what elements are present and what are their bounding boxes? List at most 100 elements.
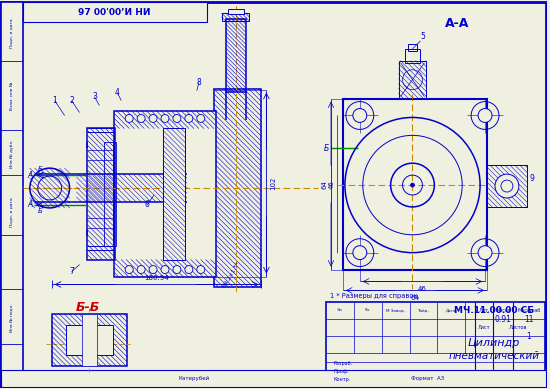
Text: Подп. и дата: Подп. и дата <box>10 18 14 48</box>
Text: Инв № дубл.: Инв № дубл. <box>10 139 14 168</box>
Circle shape <box>197 266 205 273</box>
Circle shape <box>501 180 513 192</box>
Bar <box>104 142 116 246</box>
Bar <box>399 61 426 98</box>
Bar <box>1 2 23 387</box>
Bar <box>343 98 487 270</box>
Text: М4.2×1.5*: М4.2×1.5* <box>222 261 241 289</box>
Text: А: А <box>28 171 33 180</box>
Bar <box>81 314 97 366</box>
Circle shape <box>478 246 492 259</box>
Bar <box>163 128 185 259</box>
Text: Листов: Листов <box>509 325 527 330</box>
Text: А: А <box>28 200 33 209</box>
Circle shape <box>161 114 169 123</box>
Text: Лист: Лист <box>478 325 490 330</box>
Text: Цилиндр: Цилиндр <box>468 338 520 348</box>
Text: Уч.: Уч. <box>365 308 371 312</box>
Bar <box>222 13 250 21</box>
Bar <box>163 128 185 259</box>
Circle shape <box>125 266 133 273</box>
Text: пневматический: пневматический <box>448 351 540 361</box>
Text: Взам. инв №: Взам. инв № <box>10 81 14 110</box>
Bar <box>487 165 527 207</box>
Bar <box>114 110 216 128</box>
Bar <box>114 110 216 277</box>
Bar <box>87 128 116 259</box>
Text: Зм: Зм <box>337 308 343 312</box>
Text: М Завод.: М Завод. <box>386 308 405 312</box>
Bar <box>52 314 127 366</box>
Bar <box>76 174 187 202</box>
Text: Дата: Дата <box>446 308 456 312</box>
Bar <box>30 168 70 208</box>
Bar <box>226 19 245 92</box>
Bar <box>52 314 127 366</box>
Text: Тайд.: Тайд. <box>417 308 430 312</box>
Circle shape <box>173 266 181 273</box>
Bar <box>405 49 420 63</box>
Bar <box>226 19 245 92</box>
Circle shape <box>173 114 181 123</box>
Bar <box>487 165 527 207</box>
Text: МЧ.11.00.00 СБ: МЧ.11.00.00 СБ <box>454 306 534 315</box>
Bar <box>1 370 546 387</box>
Text: Масштаб: Масштаб <box>517 308 541 313</box>
Bar <box>487 165 527 207</box>
Text: 0.91: 0.91 <box>494 315 512 324</box>
Text: Б: Б <box>324 144 329 153</box>
Text: 46: 46 <box>418 286 427 293</box>
Text: А-А: А-А <box>445 17 469 30</box>
Circle shape <box>495 174 519 198</box>
Bar <box>222 13 250 21</box>
Text: 180.94: 180.94 <box>144 275 168 282</box>
Bar <box>23 2 207 22</box>
Text: Подп. и дата: Подп. и дата <box>10 197 14 227</box>
Text: 64: 64 <box>321 180 327 189</box>
Circle shape <box>353 109 367 123</box>
Circle shape <box>410 183 415 187</box>
Circle shape <box>478 109 492 123</box>
Circle shape <box>197 114 205 123</box>
Text: 11: 11 <box>524 315 534 324</box>
Text: 9: 9 <box>529 173 534 182</box>
Bar <box>399 61 426 98</box>
Circle shape <box>185 266 193 273</box>
Text: Б: Б <box>37 166 42 172</box>
Text: 6: 6 <box>145 200 150 209</box>
Text: 1 * Размеры для справок.: 1 * Размеры для справок. <box>330 293 420 300</box>
Circle shape <box>137 114 145 123</box>
Circle shape <box>353 246 367 259</box>
Bar <box>114 259 216 277</box>
Text: 1: 1 <box>52 96 57 105</box>
Text: 97 00'00’И НИ: 97 00'00’И НИ <box>78 8 151 17</box>
Text: Масса: Масса <box>495 308 511 313</box>
Text: Проф.: Проф. <box>334 370 350 375</box>
Bar <box>326 302 544 386</box>
Circle shape <box>161 266 169 273</box>
Circle shape <box>149 266 157 273</box>
Circle shape <box>125 114 133 123</box>
Text: 3: 3 <box>92 92 97 101</box>
Text: 46: 46 <box>329 180 335 189</box>
Circle shape <box>185 114 193 123</box>
Text: 2: 2 <box>69 96 74 105</box>
Text: 4: 4 <box>115 88 120 97</box>
Bar <box>228 9 244 14</box>
Text: 5: 5 <box>420 32 425 42</box>
Text: 7: 7 <box>69 267 74 276</box>
Text: 64: 64 <box>410 295 420 301</box>
Text: Б: Б <box>37 208 42 214</box>
Bar <box>87 128 116 259</box>
Circle shape <box>149 114 157 123</box>
Text: Катерубей: Катерубей <box>178 376 210 382</box>
Bar <box>214 89 261 287</box>
Text: Контр.: Контр. <box>334 377 351 382</box>
Text: Лит.: Лит. <box>478 308 490 313</box>
Text: Формат  А3: Формат А3 <box>411 377 444 381</box>
Bar <box>214 89 261 287</box>
Text: Инв № подл.: Инв № подл. <box>10 303 14 332</box>
Text: 8: 8 <box>196 78 201 87</box>
Bar <box>408 44 417 51</box>
Text: 1: 1 <box>526 332 531 341</box>
